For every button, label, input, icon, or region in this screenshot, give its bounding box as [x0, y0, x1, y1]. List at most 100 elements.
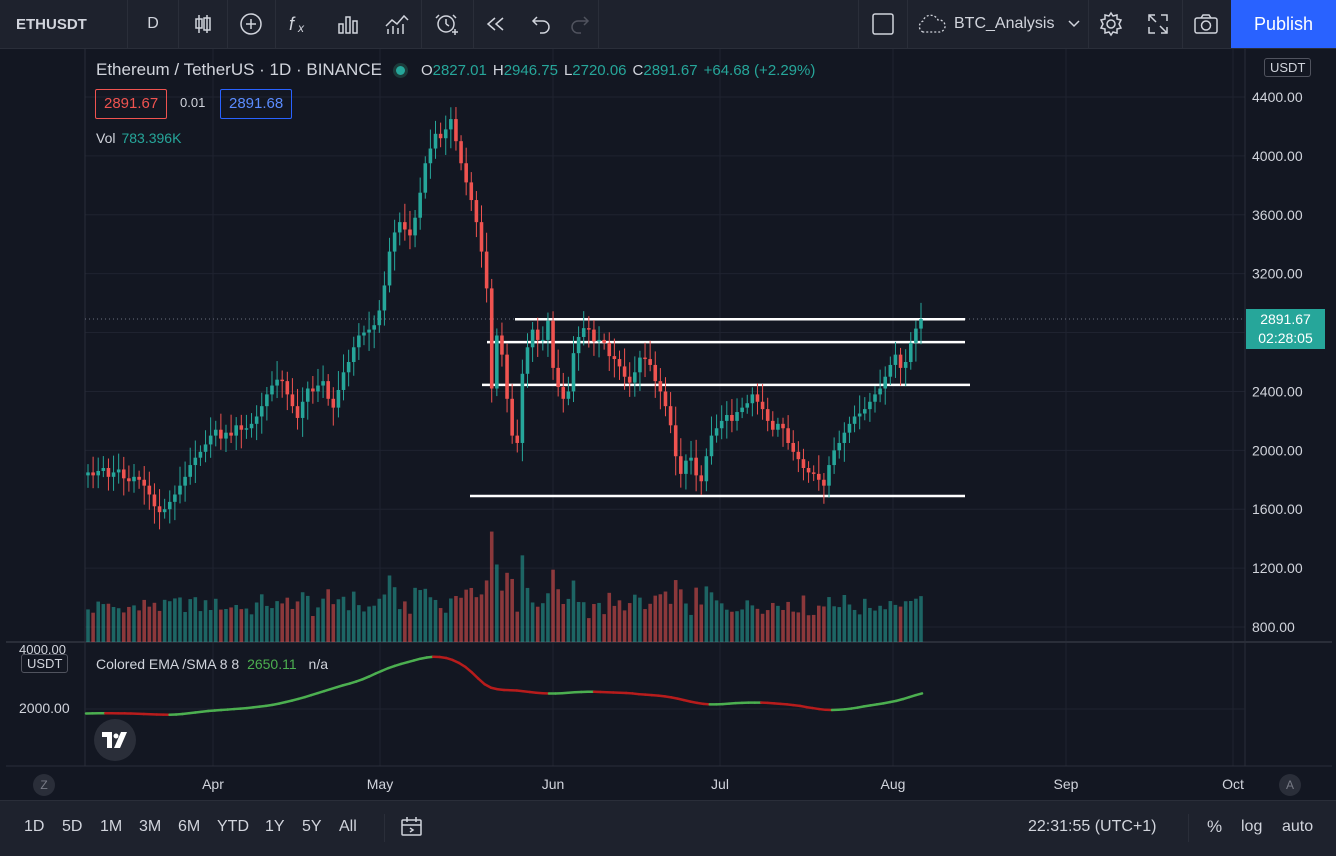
candle-body — [439, 134, 443, 138]
volume-bar — [321, 599, 325, 642]
volume-bar — [423, 589, 427, 642]
candle-body — [699, 475, 703, 481]
candle-body — [567, 391, 571, 398]
candle-body — [546, 321, 550, 340]
publish-button[interactable]: Publish — [1231, 0, 1336, 48]
candle-body — [526, 347, 530, 374]
range-5y-button[interactable]: 5Y — [302, 801, 322, 856]
candle-body — [904, 362, 908, 368]
price-axis-unit[interactable]: USDT — [1264, 58, 1311, 77]
volume-bar — [142, 600, 146, 642]
candle-body — [301, 402, 305, 418]
volume-bar — [500, 591, 504, 642]
candle-body — [710, 436, 714, 457]
volume-bar — [439, 608, 443, 642]
bar-chart-icon[interactable] — [324, 0, 372, 48]
volume-bar — [602, 614, 606, 642]
volume-bar — [117, 608, 121, 642]
volume-bar — [275, 601, 279, 642]
auto-scale-button[interactable]: A — [1279, 774, 1301, 796]
clock-timezone[interactable]: 22:31:55 (UTC+1) — [1028, 801, 1157, 856]
candle-body — [914, 329, 918, 343]
volume-bar — [822, 606, 826, 642]
ask-price-box[interactable]: 2891.68 — [220, 89, 292, 119]
candle-body — [868, 402, 872, 409]
percent-scale-button[interactable]: % — [1207, 801, 1222, 856]
auto-scale-toggle[interactable]: auto — [1282, 801, 1313, 856]
range-all-button[interactable]: All — [339, 801, 357, 856]
replay-icon[interactable] — [474, 0, 518, 48]
candle-body — [332, 399, 336, 408]
candle-body — [791, 443, 795, 452]
volume-bar — [137, 610, 141, 642]
chevron-down-icon — [1068, 20, 1080, 28]
camera-icon[interactable] — [1183, 0, 1229, 48]
log-scale-button[interactable]: log — [1241, 801, 1262, 856]
price-chart[interactable]: 800.001200.001600.002000.002400.002800.0… — [6, 49, 1332, 797]
range-5d-button[interactable]: 5D — [62, 801, 82, 856]
indicator-legend: Colored EMA /SMA 8 8 2650.11 n/a — [96, 656, 328, 672]
candle-body — [423, 163, 427, 192]
date-range-icon[interactable] — [400, 815, 424, 839]
candle-body — [306, 389, 310, 402]
redo-icon[interactable] — [562, 0, 598, 48]
interval-button[interactable]: D — [128, 0, 179, 48]
volume-bar — [429, 597, 433, 642]
volume-bar — [209, 610, 213, 642]
chart-pane[interactable]: 800.001200.001600.002000.002400.002800.0… — [6, 49, 1332, 797]
select-square-icon[interactable] — [860, 0, 906, 48]
candle-body — [730, 415, 734, 421]
bid-price-box[interactable]: 2891.67 — [95, 89, 167, 119]
candle-body — [260, 406, 264, 416]
candle-body — [153, 495, 157, 507]
volume-bar — [480, 594, 484, 642]
add-indicator-plus-icon[interactable] — [228, 0, 274, 48]
range-1m-button[interactable]: 1M — [100, 801, 122, 856]
range-6m-button[interactable]: 6M — [178, 801, 200, 856]
alert-clock-icon[interactable] — [422, 0, 472, 48]
range-1d-button[interactable]: 1D — [24, 801, 44, 856]
volume-bar — [403, 601, 407, 642]
candle-body — [117, 469, 121, 472]
volume-bar — [628, 603, 632, 642]
candle-body — [633, 372, 637, 382]
candle-body — [469, 182, 473, 200]
volume-bar — [332, 604, 336, 642]
volume-bar — [853, 610, 857, 642]
volume-bar — [740, 609, 744, 642]
zoom-reset-button[interactable]: Z — [33, 774, 55, 796]
candle-body — [843, 433, 847, 443]
range-ytd-button[interactable]: YTD — [217, 801, 249, 856]
candle-body — [659, 381, 663, 391]
volume-bar — [367, 606, 371, 642]
indicators-icon[interactable] — [374, 0, 420, 48]
candle-body — [199, 452, 203, 458]
undo-icon[interactable] — [520, 0, 562, 48]
candle-body — [587, 328, 591, 329]
range-3m-button[interactable]: 3M — [139, 801, 161, 856]
tradingview-logo[interactable] — [94, 719, 136, 761]
candle-body — [475, 200, 479, 222]
candle-body — [255, 416, 259, 423]
volume-bar — [434, 600, 438, 642]
candle-body — [740, 408, 744, 412]
volume-bar — [873, 611, 877, 642]
volume-bar — [878, 606, 882, 642]
layout-name-button[interactable]: BTC_Analysis — [910, 0, 1088, 48]
candle-body — [490, 288, 494, 388]
candle-body — [807, 468, 811, 472]
symbol-search-button[interactable]: ETHUSDT — [0, 0, 128, 48]
range-1y-button[interactable]: 1Y — [265, 801, 285, 856]
volume-bar — [807, 615, 811, 642]
candle-body — [802, 459, 806, 468]
candle-body — [388, 252, 392, 286]
volume-bar — [858, 614, 862, 642]
gear-icon[interactable] — [1089, 0, 1133, 48]
indicator-axis-unit[interactable]: USDT — [21, 654, 68, 673]
volume-bar — [393, 587, 397, 642]
fullscreen-icon[interactable] — [1135, 0, 1181, 48]
spread-value: 0.01 — [174, 89, 211, 117]
volume-bar — [250, 614, 254, 642]
candles-icon[interactable] — [180, 0, 226, 48]
